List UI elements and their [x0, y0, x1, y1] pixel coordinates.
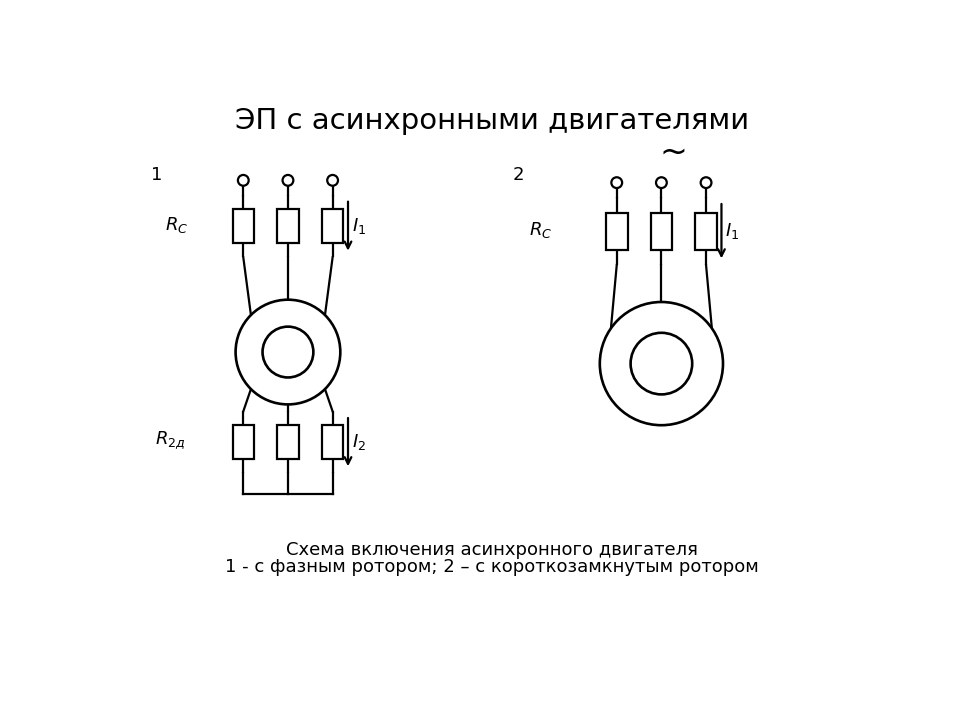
Bar	[277, 426, 299, 459]
Text: Схема включения асинхронного двигателя: Схема включения асинхронного двигателя	[286, 541, 698, 559]
Bar	[606, 212, 628, 250]
Text: 1 - с фазным ротором; 2 – с короткозамкнутым ротором: 1 - с фазным ротором; 2 – с короткозамкн…	[226, 558, 758, 576]
Circle shape	[631, 333, 692, 395]
Text: 1: 1	[151, 166, 162, 184]
Bar	[322, 426, 344, 459]
Text: $I_1$: $I_1$	[726, 221, 739, 241]
Text: $R_С$: $R_С$	[165, 215, 188, 235]
Text: $R_С$: $R_С$	[529, 220, 552, 240]
Circle shape	[238, 175, 249, 186]
Circle shape	[262, 327, 313, 377]
Text: $I_2$: $I_2$	[352, 432, 366, 452]
Circle shape	[235, 300, 340, 405]
Circle shape	[612, 177, 622, 188]
Circle shape	[282, 175, 294, 186]
Bar	[277, 209, 299, 243]
Text: ~: ~	[659, 135, 687, 168]
Text: $I_1$: $I_1$	[352, 216, 366, 236]
Bar	[695, 212, 717, 250]
Bar	[322, 209, 344, 243]
Circle shape	[701, 177, 711, 188]
Bar	[232, 209, 254, 243]
Text: 2: 2	[513, 166, 524, 184]
Bar	[651, 212, 672, 250]
Circle shape	[656, 177, 667, 188]
Text: $R_{2д}$: $R_{2д}$	[155, 430, 185, 451]
Circle shape	[600, 302, 723, 426]
Text: ЭП с асинхронными двигателями: ЭП с асинхронными двигателями	[235, 107, 749, 135]
Circle shape	[327, 175, 338, 186]
Bar	[232, 426, 254, 459]
